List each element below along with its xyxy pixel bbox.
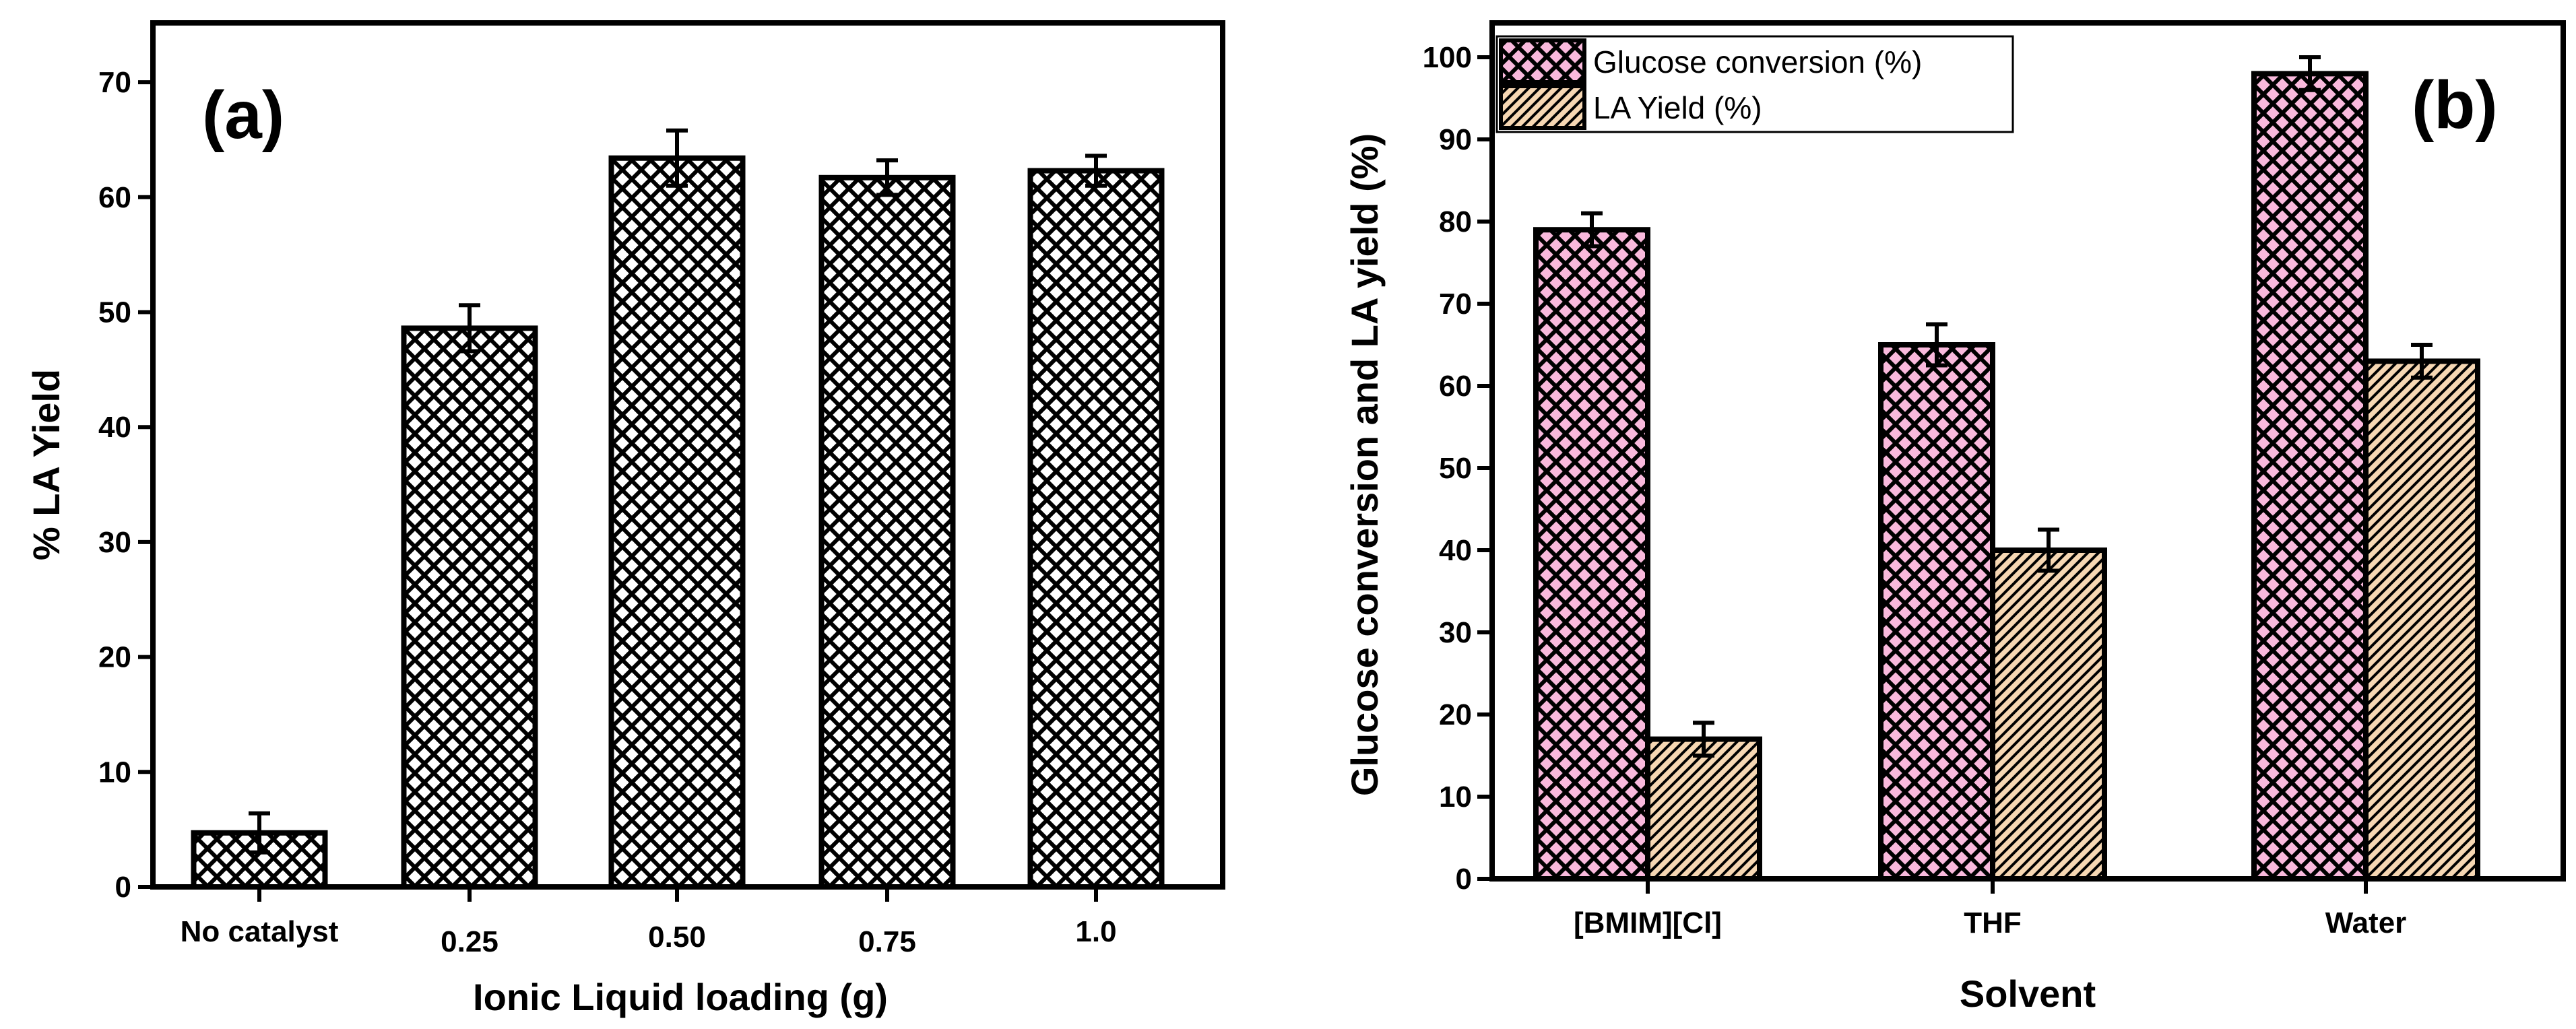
y-tick-label: 0 [1456,863,1472,896]
y-ticks-b: 0 10 20 30 40 50 60 70 80 90 100 [1423,41,1492,896]
error-bar [459,303,480,354]
error-bar [1693,721,1714,758]
error-bar [2411,343,2433,380]
y-tick-label: 50 [98,296,131,329]
y-tick-label: 0 [115,871,131,904]
panel-label-a: (a) [202,77,284,153]
y-tick-label: 10 [1439,781,1472,814]
x-tick-label: 0.50 [648,921,706,954]
y-axis-title-b: Glucose conversion and LA yield (%) [1343,133,1386,796]
y-tick-label: 20 [98,641,131,674]
plot-frame-a [150,20,1225,890]
error-bar [249,811,270,855]
bar-1-0 [1027,168,1165,890]
error-bar [876,158,898,197]
bar-0-50 [608,155,746,890]
x-tick-label: No catalyst [181,915,339,948]
panel-a: 0 10 20 30 40 50 60 70 No catalyst 0.25 0.50 0.75 1… [25,20,1225,1018]
bars-a [191,128,1165,890]
bar-glucose-water [2251,71,2369,882]
bar-la-yield-bmimcl [1645,736,1762,882]
legend-label-la-yield: LA Yield (%) [1593,90,1762,125]
panel-label-b: (b) [2412,67,2498,143]
y-tick-label: 20 [1439,698,1472,731]
x-tick-label: 0.25 [441,925,498,958]
y-tick-label: 60 [1439,370,1472,403]
legend-label-glucose: Glucose conversion (%) [1593,44,1922,79]
y-tick-label: 70 [98,66,131,99]
bar-la-yield-thf [1990,547,2107,882]
bar-0-75 [818,174,956,890]
y-tick-label: 30 [1439,616,1472,649]
error-bar [1926,322,1947,368]
y-tick-label: 10 [98,756,131,789]
panel-b: 0 10 20 30 40 50 60 70 80 90 100 [BMIM][Cl] THF Wate… [1343,20,2566,1015]
legend-swatch-la-yield [1499,84,1586,130]
y-tick-label: 60 [98,181,131,214]
error-bar [1581,211,1603,248]
y-ticks-a: 0 10 20 30 40 50 60 70 [98,66,153,904]
legend-swatch-glucose [1499,38,1586,84]
error-bar [1085,154,1107,188]
x-tick-label: THF [1964,906,2022,939]
y-axis-title-a: % LA Yield [25,369,67,560]
legend: Glucose conversion (%) LA Yield (%) [1495,35,2014,133]
y-tick-label: 70 [1439,288,1472,321]
y-tick-label: 50 [1439,452,1472,485]
bar-glucose-bmimcl [1533,227,1650,882]
bar-la-yield-water [2363,358,2480,882]
x-axis-title-b: Solvent [1960,972,2096,1015]
x-ticks-b: [BMIM][Cl] THF Water [1574,879,2406,939]
x-tick-label: 0.75 [858,925,916,958]
error-bar [2038,527,2059,573]
x-tick-label: 1.0 [1075,915,1116,948]
y-tick-label: 80 [1439,205,1472,238]
y-tick-label: 40 [1439,534,1472,567]
bars-b [1533,55,2480,882]
x-tick-label: Water [2325,906,2407,939]
x-tick-label: [BMIM][Cl] [1574,906,1722,939]
x-ticks-a: No catalyst 0.25 0.50 0.75 1.0 [181,887,1117,958]
error-bar [666,128,688,188]
error-bar [2299,55,2321,92]
y-tick-label: 100 [1423,41,1472,74]
y-tick-label: 30 [98,526,131,559]
x-axis-title-a: Ionic Liquid loading (g) [473,976,888,1018]
bar-0-25 [401,325,538,890]
y-tick-label: 40 [98,411,131,444]
y-tick-label: 90 [1439,123,1472,156]
plot-frame-b [1489,20,2566,882]
bar-glucose-thf [1878,342,1995,882]
